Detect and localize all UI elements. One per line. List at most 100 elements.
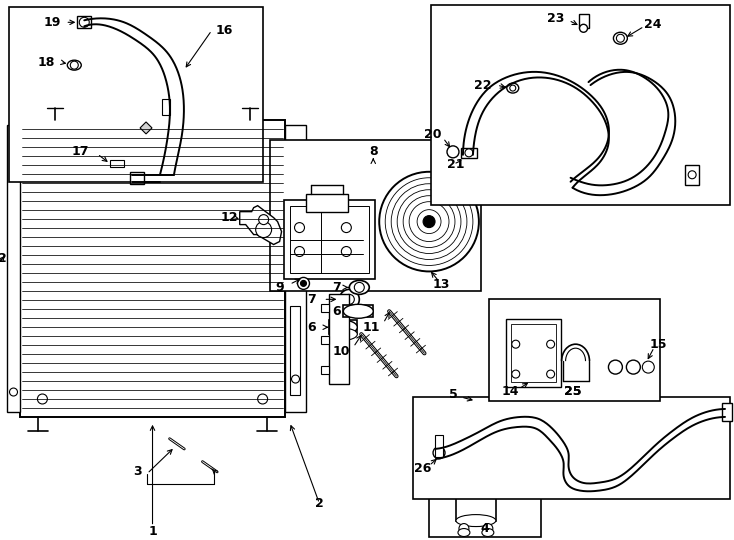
Text: 23: 23 bbox=[547, 12, 564, 25]
Bar bbox=[461, 148, 477, 158]
Bar bbox=[321, 305, 330, 312]
Bar bbox=[511, 324, 556, 382]
Circle shape bbox=[397, 190, 461, 253]
Text: 14: 14 bbox=[502, 384, 520, 397]
Text: 6: 6 bbox=[332, 305, 341, 318]
Bar bbox=[289, 306, 299, 395]
Circle shape bbox=[483, 524, 493, 534]
Ellipse shape bbox=[456, 515, 496, 526]
Text: 7: 7 bbox=[307, 293, 316, 306]
Circle shape bbox=[608, 360, 622, 374]
Ellipse shape bbox=[344, 305, 374, 318]
Circle shape bbox=[512, 370, 520, 378]
Bar bbox=[578, 15, 589, 28]
Text: 8: 8 bbox=[369, 145, 377, 158]
Text: 15: 15 bbox=[650, 338, 667, 350]
Text: 21: 21 bbox=[447, 158, 465, 171]
Circle shape bbox=[339, 289, 360, 309]
Bar bbox=[464, 415, 488, 423]
Circle shape bbox=[547, 370, 555, 378]
Bar bbox=[330, 320, 357, 334]
Bar bbox=[321, 336, 330, 344]
Text: 16: 16 bbox=[215, 24, 233, 37]
Bar bbox=[9, 8, 263, 182]
Bar bbox=[456, 421, 496, 521]
Circle shape bbox=[510, 85, 516, 91]
Bar bbox=[429, 402, 541, 537]
Circle shape bbox=[379, 172, 479, 272]
Circle shape bbox=[626, 360, 640, 374]
Bar bbox=[307, 194, 349, 212]
Circle shape bbox=[70, 61, 79, 69]
Ellipse shape bbox=[456, 415, 496, 427]
Bar bbox=[489, 299, 661, 401]
Text: 3: 3 bbox=[133, 465, 142, 478]
Circle shape bbox=[10, 388, 18, 396]
Bar bbox=[413, 397, 730, 498]
Bar bbox=[289, 179, 299, 254]
Circle shape bbox=[403, 195, 455, 247]
Text: 19: 19 bbox=[44, 16, 61, 29]
Text: 1: 1 bbox=[148, 525, 157, 538]
Text: 13: 13 bbox=[432, 278, 450, 291]
Circle shape bbox=[294, 222, 305, 233]
Text: 18: 18 bbox=[37, 56, 55, 69]
Bar bbox=[269, 140, 481, 292]
Bar bbox=[283, 200, 375, 279]
Circle shape bbox=[258, 214, 269, 225]
Text: 2: 2 bbox=[0, 252, 7, 265]
Circle shape bbox=[391, 184, 467, 260]
Bar bbox=[344, 305, 374, 318]
Text: 5: 5 bbox=[448, 388, 457, 401]
Bar bbox=[7, 125, 21, 412]
Text: 10: 10 bbox=[333, 345, 350, 357]
Bar bbox=[289, 206, 369, 273]
Text: 11: 11 bbox=[363, 321, 380, 334]
Bar bbox=[685, 165, 699, 185]
Bar bbox=[431, 5, 730, 205]
Ellipse shape bbox=[68, 60, 81, 70]
Circle shape bbox=[580, 24, 587, 32]
Circle shape bbox=[433, 447, 445, 459]
Circle shape bbox=[37, 394, 48, 404]
Polygon shape bbox=[240, 206, 282, 245]
Text: 17: 17 bbox=[71, 145, 89, 158]
Circle shape bbox=[300, 280, 307, 286]
Circle shape bbox=[417, 210, 441, 234]
Text: 12: 12 bbox=[221, 211, 239, 224]
Ellipse shape bbox=[349, 280, 369, 294]
Circle shape bbox=[344, 294, 355, 305]
Text: 25: 25 bbox=[564, 384, 581, 397]
Text: 25: 25 bbox=[564, 384, 581, 397]
Bar bbox=[722, 403, 732, 421]
Text: 6: 6 bbox=[307, 321, 316, 334]
Circle shape bbox=[297, 278, 310, 289]
Circle shape bbox=[547, 340, 555, 348]
Bar bbox=[330, 294, 349, 384]
Circle shape bbox=[79, 17, 90, 28]
Ellipse shape bbox=[482, 529, 494, 537]
Bar bbox=[321, 366, 330, 374]
Text: 26: 26 bbox=[415, 462, 432, 475]
Circle shape bbox=[465, 149, 473, 157]
Text: 9: 9 bbox=[275, 281, 284, 294]
Bar bbox=[130, 172, 144, 184]
Circle shape bbox=[688, 171, 696, 179]
Ellipse shape bbox=[330, 328, 357, 340]
Circle shape bbox=[447, 146, 459, 158]
Bar bbox=[506, 319, 561, 387]
Bar bbox=[110, 160, 124, 167]
Circle shape bbox=[642, 361, 654, 373]
Circle shape bbox=[294, 247, 305, 256]
Text: 4: 4 bbox=[481, 522, 490, 535]
Ellipse shape bbox=[614, 32, 628, 44]
Circle shape bbox=[355, 282, 364, 292]
Ellipse shape bbox=[506, 83, 519, 93]
Bar bbox=[77, 16, 91, 28]
Circle shape bbox=[291, 154, 299, 162]
Text: 20: 20 bbox=[424, 129, 442, 141]
Circle shape bbox=[341, 247, 352, 256]
Text: 2: 2 bbox=[315, 497, 324, 510]
Bar bbox=[435, 435, 443, 457]
Circle shape bbox=[512, 340, 520, 348]
